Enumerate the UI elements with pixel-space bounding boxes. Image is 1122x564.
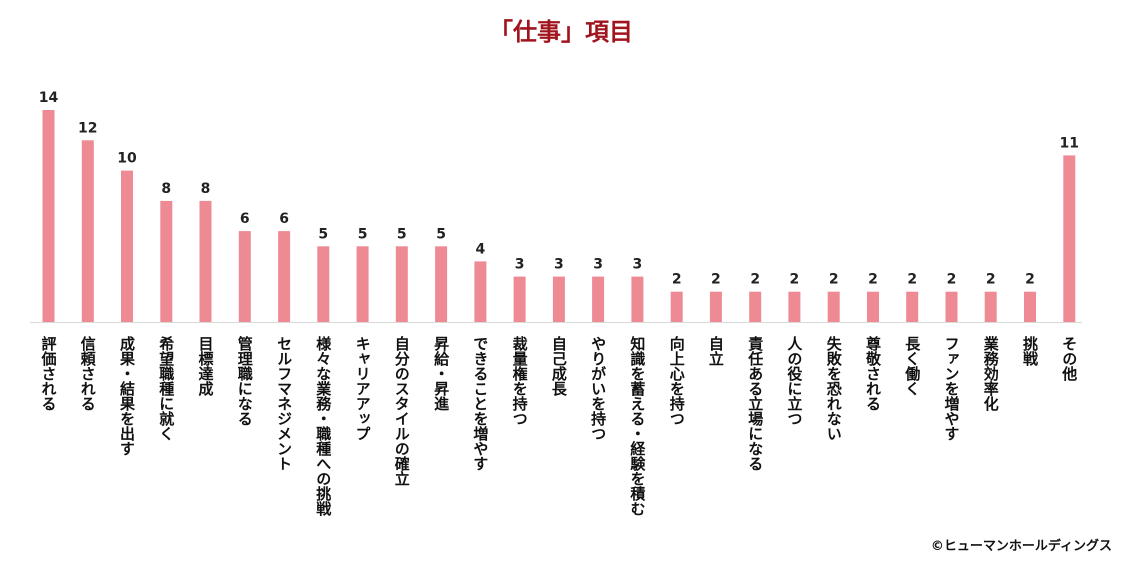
bar: [1024, 291, 1036, 322]
data-label: 3: [593, 257, 603, 273]
data-label: 5: [358, 226, 368, 242]
category-label: 向上心を持つ: [668, 335, 686, 426]
bar: [395, 246, 408, 322]
category-label: その他: [1060, 336, 1078, 382]
bar: [278, 231, 291, 322]
data-label: 2: [711, 272, 721, 288]
category-label: 責任ある立場になる: [746, 335, 764, 471]
data-label: 5: [397, 226, 407, 242]
data-label: 4: [476, 241, 486, 257]
data-label: 6: [240, 211, 250, 227]
bar: [435, 246, 448, 322]
category-label: 希望職種に就く: [157, 335, 175, 441]
data-label: 3: [554, 257, 564, 273]
category-label: 人の役に立つ: [785, 336, 803, 426]
category-label: 目標達成: [197, 336, 215, 397]
category-label: 尊敬される: [864, 335, 882, 411]
bar: [709, 291, 722, 322]
data-label: 2: [868, 272, 878, 288]
bar: [160, 200, 173, 322]
data-label: 2: [986, 272, 996, 288]
bar: [1063, 155, 1076, 322]
data-label: 12: [78, 120, 97, 136]
category-label: セルフマネジメント: [275, 336, 293, 471]
bar: [592, 276, 605, 322]
data-label: 2: [790, 272, 800, 288]
category-label: 業務効率化: [982, 335, 1000, 411]
data-label: 10: [117, 151, 137, 167]
copyright-notice: ©ヒューマンホールディングス: [930, 539, 1112, 554]
bar: [81, 140, 94, 322]
category-label: 挑戦: [1021, 335, 1039, 367]
category-label: 信頼される: [79, 335, 97, 411]
data-label: 2: [829, 272, 839, 288]
data-label: 8: [201, 181, 211, 197]
bar: [238, 231, 251, 322]
data-label: 2: [672, 272, 682, 288]
bar: [631, 276, 644, 322]
data-label: 14: [39, 90, 59, 106]
category-label: 自己成長: [550, 335, 568, 397]
value-labels-group: 14 12 10 8 8 6 6 5 5 5 5 4 3 3 3 3 2 2 2 2 2 2 2 2 2 2 11: [39, 90, 1079, 288]
category-label: できることを増やす: [471, 336, 489, 471]
data-label: 2: [907, 272, 917, 288]
bar: [552, 276, 565, 322]
bar: [906, 291, 919, 322]
bar: [42, 110, 55, 322]
data-label: 2: [1025, 272, 1035, 288]
category-label: 様々な業務・職種への挑戦: [314, 335, 332, 517]
data-label: 6: [279, 211, 289, 227]
category-label: 長く働く: [903, 336, 921, 396]
bars-group: [42, 110, 1076, 322]
bar: [356, 246, 369, 322]
data-label: 11: [1060, 135, 1079, 151]
bar: [317, 246, 330, 322]
bar: [788, 291, 801, 322]
category-label: 昇給・昇進: [432, 336, 450, 411]
bar: [474, 261, 487, 322]
category-label: 評価される: [40, 335, 58, 411]
data-label: 5: [436, 226, 446, 242]
bar: [867, 291, 879, 322]
category-label: 裁量権を持つ: [511, 335, 529, 426]
category-label: 管理職になる: [236, 335, 254, 426]
bar: [749, 291, 762, 322]
data-label: 3: [633, 257, 643, 273]
category-label: 成果・結果を出す: [118, 335, 136, 456]
chart-title: 「仕事」項目: [489, 18, 633, 46]
category-label: ファンを増やす: [943, 336, 961, 441]
category-label: やりがいを持つ: [589, 336, 607, 441]
category-label: 自立: [707, 335, 725, 366]
bar: [513, 276, 526, 322]
category-label: 知識を蓄える・経験を積む: [628, 335, 646, 516]
bar: [121, 170, 133, 322]
bar: [984, 291, 997, 322]
category-label: キャリアアップ: [354, 336, 372, 441]
bar: [199, 200, 212, 322]
category-label: 失敗を恐れない: [825, 335, 843, 441]
bar: [945, 291, 958, 322]
data-label: 2: [947, 272, 957, 288]
bar: [827, 291, 840, 322]
data-label: 2: [750, 272, 760, 288]
data-label: 8: [161, 181, 171, 197]
data-label: 5: [318, 226, 328, 242]
bar: [670, 291, 683, 322]
data-label: 3: [515, 257, 525, 273]
category-labels-group: 評価される 信頼される 成果・結果を出す 希望職種に就く 目標達成 管理職になる セルフマネ…: [40, 335, 1079, 517]
category-label: 自分のスタイルの確立: [393, 335, 411, 486]
